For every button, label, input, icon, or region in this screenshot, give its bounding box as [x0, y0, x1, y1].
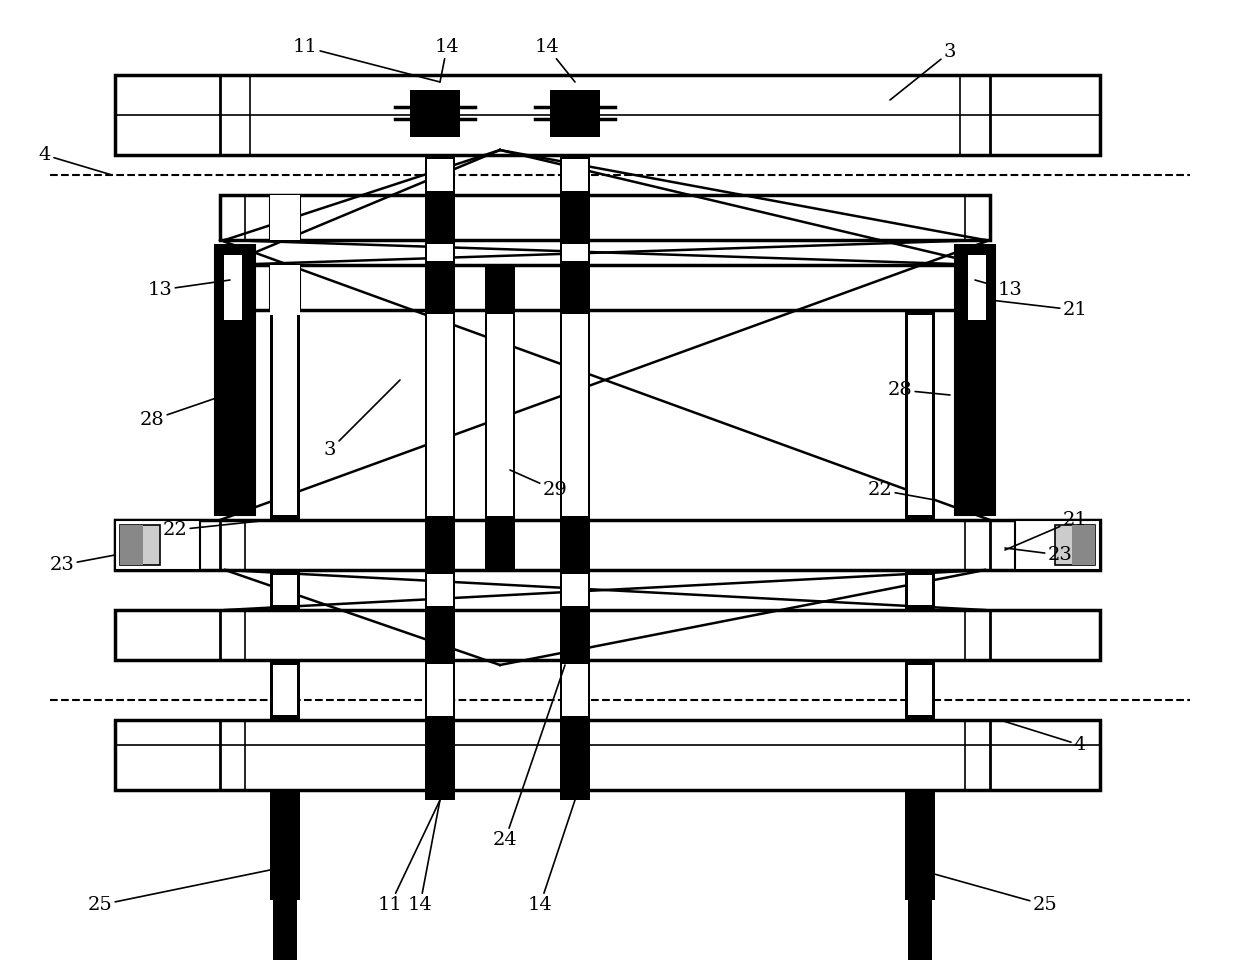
Bar [115, 720, 1100, 790]
Text: 28: 28 [140, 395, 224, 429]
Bar [427, 664, 453, 716]
Bar [908, 790, 932, 960]
Text: 28: 28 [888, 381, 950, 399]
Bar [562, 314, 588, 516]
Bar [270, 570, 300, 610]
Bar [968, 255, 986, 320]
Bar [427, 574, 453, 606]
Bar [115, 75, 1100, 155]
Bar [120, 525, 160, 565]
Text: 14: 14 [528, 800, 575, 914]
Bar [487, 385, 513, 445]
Bar [120, 525, 143, 565]
Bar [215, 245, 255, 515]
Bar [905, 310, 935, 520]
Bar [562, 574, 588, 606]
Bar [115, 610, 1100, 660]
Bar [1016, 525, 1100, 565]
Bar [427, 159, 453, 191]
Bar [425, 155, 455, 800]
Bar [273, 668, 298, 712]
Bar [410, 90, 460, 137]
Text: 4: 4 [999, 720, 1086, 754]
Text: 21: 21 [990, 300, 1087, 319]
Text: 14: 14 [408, 800, 440, 914]
Bar [224, 255, 242, 320]
Text: 13: 13 [975, 280, 1023, 299]
Text: 3: 3 [324, 380, 401, 459]
Text: 29: 29 [510, 470, 568, 499]
Bar [955, 245, 994, 515]
Bar [219, 250, 248, 257]
Bar [270, 790, 300, 900]
Bar [551, 90, 600, 137]
Bar [270, 660, 300, 720]
Text: 24: 24 [492, 665, 565, 849]
Text: 25: 25 [920, 870, 1058, 914]
Bar [962, 250, 990, 257]
Bar [908, 315, 932, 515]
Text: 23: 23 [50, 555, 115, 574]
Bar [905, 790, 935, 900]
Bar [115, 525, 200, 565]
Bar [908, 575, 932, 605]
Bar [115, 520, 200, 570]
Bar [215, 245, 255, 515]
Bar [562, 244, 588, 261]
Bar [487, 314, 513, 516]
Bar [485, 265, 515, 570]
Text: 21: 21 [1004, 511, 1087, 550]
Bar [273, 575, 298, 605]
Bar [273, 665, 298, 715]
Text: 25: 25 [88, 870, 270, 914]
Text: 3: 3 [890, 43, 956, 100]
Bar [908, 665, 932, 715]
Bar [427, 314, 453, 516]
Bar [270, 660, 300, 720]
Text: 11: 11 [293, 38, 440, 82]
Bar [270, 310, 300, 520]
Text: 22: 22 [868, 481, 935, 500]
Bar [273, 790, 298, 960]
Bar [905, 660, 935, 720]
Bar [115, 520, 1100, 570]
Text: 11: 11 [378, 800, 440, 914]
Bar [1055, 525, 1095, 565]
Text: 13: 13 [148, 280, 229, 299]
Bar [270, 265, 300, 315]
Text: 14: 14 [435, 38, 459, 82]
Bar [562, 664, 588, 716]
Bar [562, 159, 588, 191]
Bar [905, 570, 935, 610]
Bar [270, 790, 300, 900]
Bar [955, 245, 994, 515]
Bar [962, 318, 990, 512]
Text: 23: 23 [1004, 546, 1073, 564]
Bar [427, 244, 453, 261]
Text: 4: 4 [38, 146, 112, 175]
Bar [1016, 520, 1100, 570]
Bar [270, 195, 300, 240]
Bar [560, 155, 590, 800]
Text: 22: 22 [162, 520, 270, 539]
Bar [1073, 525, 1095, 565]
Bar [219, 195, 990, 240]
Bar [270, 310, 300, 520]
Bar [273, 318, 298, 512]
Bar [219, 318, 248, 512]
Bar [273, 578, 298, 602]
Bar [273, 315, 298, 515]
Bar [270, 570, 300, 610]
Bar [219, 265, 990, 310]
Text: 14: 14 [534, 38, 575, 82]
